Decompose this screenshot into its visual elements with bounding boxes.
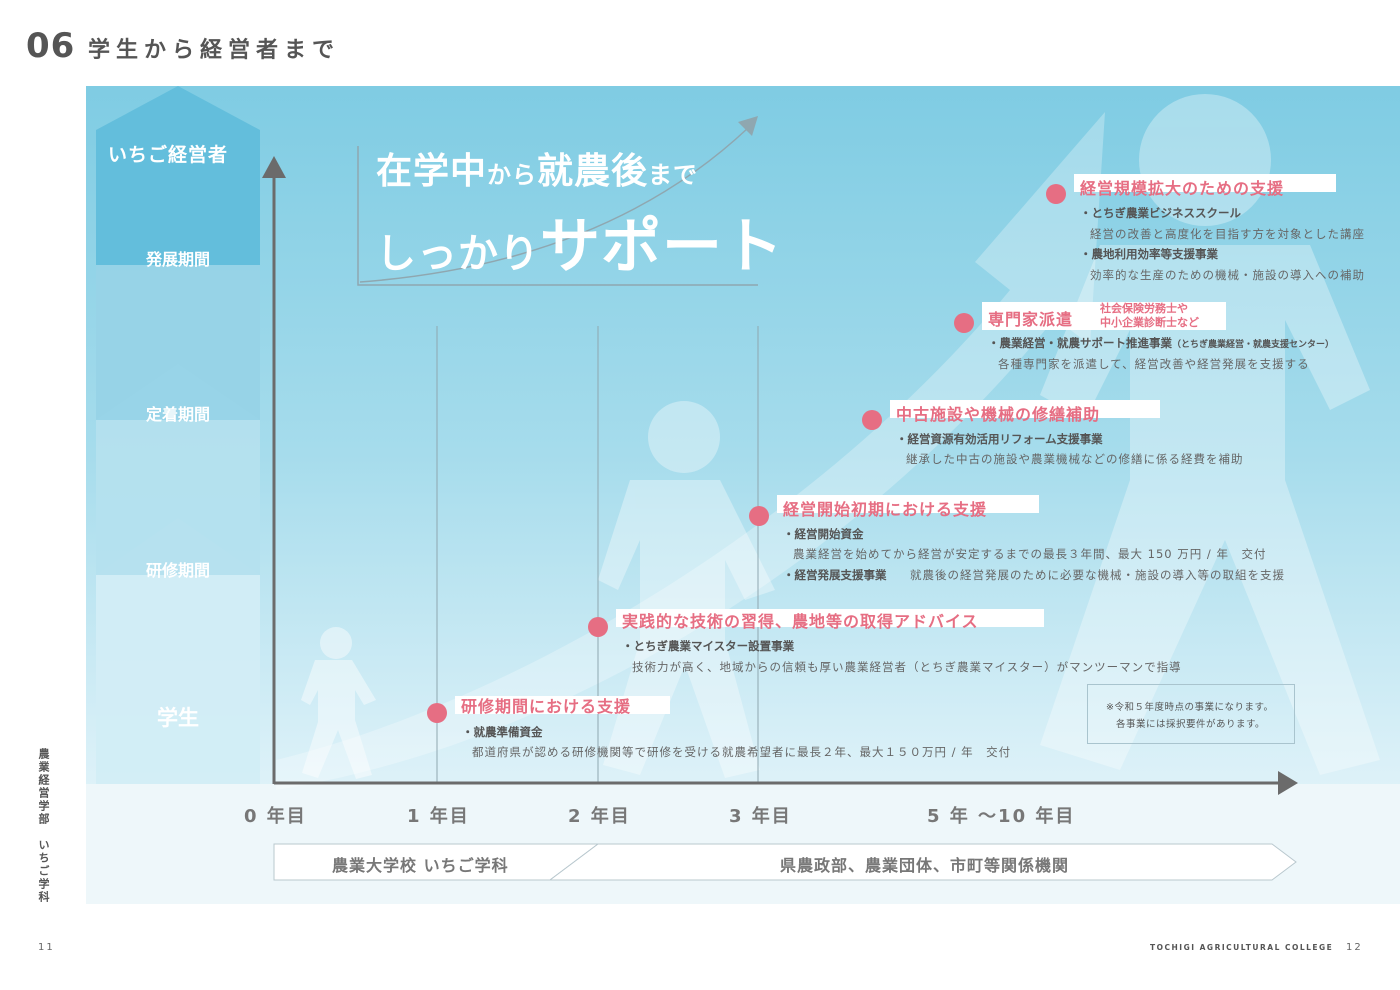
milestone-title-bg xyxy=(455,696,670,714)
milestone-desc: 効率的な生産のための機械・施設の導入への補助 xyxy=(1090,268,1365,282)
milestone-dot xyxy=(862,410,882,430)
milestone-desc: 農業経営を始めてから経営が安定するまでの最長３年間、最大 150 万円 / 年 … xyxy=(793,547,1267,561)
headline-1b: から xyxy=(487,161,538,189)
milestone-dot xyxy=(588,617,608,637)
milestone-bullet: ・経営発展支援事業 xyxy=(783,568,887,582)
college-name: TOCHIGI AGRICULTURAL COLLEGE xyxy=(1150,943,1334,952)
milestone-dot xyxy=(749,506,769,526)
stage-chevrons xyxy=(96,86,260,784)
note-line-1: ※令和５年度時点の事業になります。 xyxy=(1106,702,1274,713)
milestone-bullet-small: （とちぎ農業経営・就農支援センター） xyxy=(1172,340,1335,350)
page-number-left: 11 xyxy=(38,942,55,953)
stage-label-manager: いちご経営者 xyxy=(108,144,229,166)
milestone-title: 研修期間における支援 xyxy=(461,697,632,716)
milestone-dot xyxy=(954,313,974,333)
x-axis-arrowhead xyxy=(1278,771,1298,795)
stage-label-development: 発展期間 xyxy=(145,250,210,269)
headline-line-1: 在学中から就農後まで xyxy=(376,142,698,194)
timeline-panel xyxy=(86,86,1400,904)
milestone-bullet: ・農業経営・就農サポート推進事業（とちぎ農業経営・就農支援センター） xyxy=(988,335,1334,351)
milestone-title-bg xyxy=(777,495,1039,513)
person-walking-small-icon xyxy=(301,627,376,779)
agencies-bar-shape xyxy=(548,843,1297,881)
headline-2a: しっかり xyxy=(376,231,540,277)
headline-1a: 在学中 xyxy=(376,151,488,192)
milestone-desc: 技術力が高く、地域からの信頼も厚い農業経営者（とちぎ農業マイスター）がマンツーマ… xyxy=(632,660,1182,674)
milestone-title: 実践的な技術の習得、農地等の取得アドバイス xyxy=(622,612,979,631)
headline-curve xyxy=(359,127,749,283)
page-number-right: 12 xyxy=(1346,942,1363,953)
milestone-title-bg xyxy=(1074,174,1336,192)
milestone-bullet: ・とちぎ農業マイスター設置事業 xyxy=(622,639,795,653)
milestone-title-bg xyxy=(616,609,1044,627)
milestone-title: 経営開始初期における支援 xyxy=(783,500,988,519)
note-line-2: 各事業には採択要件があります。 xyxy=(1116,719,1266,730)
milestone-bullet: ・とちぎ農業ビジネススクール xyxy=(1080,206,1241,220)
headline-frame xyxy=(357,146,758,286)
milestone-desc: 就農後の経営発展のために必要な機械・施設の導入等の取組を支援 xyxy=(910,568,1285,582)
headline-2b: サポート xyxy=(540,212,784,282)
school-bar-label: 農業大学校 いちご学科 xyxy=(332,856,509,875)
headline-arrowhead xyxy=(738,116,758,136)
x-axis-label: 3 年目 xyxy=(729,806,792,827)
milestone-title: 経営規模拡大のための支援 xyxy=(1080,179,1285,198)
milestone-title: 中古施設や機械の修繕補助 xyxy=(896,405,1101,424)
milestone-dot xyxy=(427,703,447,723)
section-number: 06 xyxy=(26,26,76,66)
headline-1d: まで xyxy=(648,161,699,189)
milestone-title-bg xyxy=(890,400,1160,418)
milestone-bullet: ・就農準備資金 xyxy=(462,725,543,739)
x-axis-label: 2 年目 xyxy=(568,806,631,827)
milestone-title: 専門家派遣 xyxy=(988,310,1074,329)
side-department-label: 農業経営学部 いちご学科 xyxy=(37,748,50,904)
section-title: 学生から経営者まで xyxy=(88,38,341,63)
person-walking-medium-icon xyxy=(598,401,775,778)
y-axis-arrowhead xyxy=(262,156,286,178)
stage-label-settlement: 定着期間 xyxy=(145,405,210,424)
milestone-desc: 都道府県が認める研修機関等で研修を受ける就農希望者に最長２年、最大１５０万円 /… xyxy=(472,745,1012,759)
agencies-bar-label: 県農政部、農業団体、市町等関係機関 xyxy=(780,856,1070,875)
x-axis-label: 5 年 〜10 年目 xyxy=(927,806,1076,827)
x-axis-label: 1 年目 xyxy=(407,806,470,827)
milestone-desc: 経営の改善と高度化を目指す方を対象とした講座 xyxy=(1090,227,1365,241)
headline-line-2: しっかりサポート xyxy=(376,198,784,285)
x-axis-label: 0 年目 xyxy=(244,806,307,827)
headline-1c: 就農後 xyxy=(537,151,649,192)
milestone-subtitle: 社会保険労務士や 中小企業診断士など xyxy=(1100,302,1199,330)
milestone-bullet: ・経営資源有効活用リフォーム支援事業 xyxy=(896,432,1103,446)
milestone-subtitle-1: 社会保険労務士や xyxy=(1100,302,1188,315)
milestone-desc: 継承した中古の施設や農業機械などの修繕に係る経費を補助 xyxy=(906,452,1244,466)
stage-label-training: 研修期間 xyxy=(145,561,210,580)
milestone-title-bg xyxy=(982,302,1226,330)
stage-label-student: 学生 xyxy=(157,706,199,730)
milestone-dot xyxy=(1046,184,1066,204)
milestone-bullet: ・経営開始資金 xyxy=(783,527,864,541)
milestone-subtitle-2: 中小企業診断士など xyxy=(1100,316,1199,329)
milestone-bullet-main: ・農業経営・就農サポート推進事業 xyxy=(988,336,1172,350)
milestone-bullet: ・農地利用効率等支援事業 xyxy=(1080,247,1218,261)
milestone-desc: 各種専門家を派遣して、経営改善や経営発展を支援する xyxy=(998,357,1310,371)
note-box: ※令和５年度時点の事業になります。 各事業には採択要件があります。 xyxy=(1087,684,1295,744)
person-walking-large-icon xyxy=(1040,94,1380,775)
